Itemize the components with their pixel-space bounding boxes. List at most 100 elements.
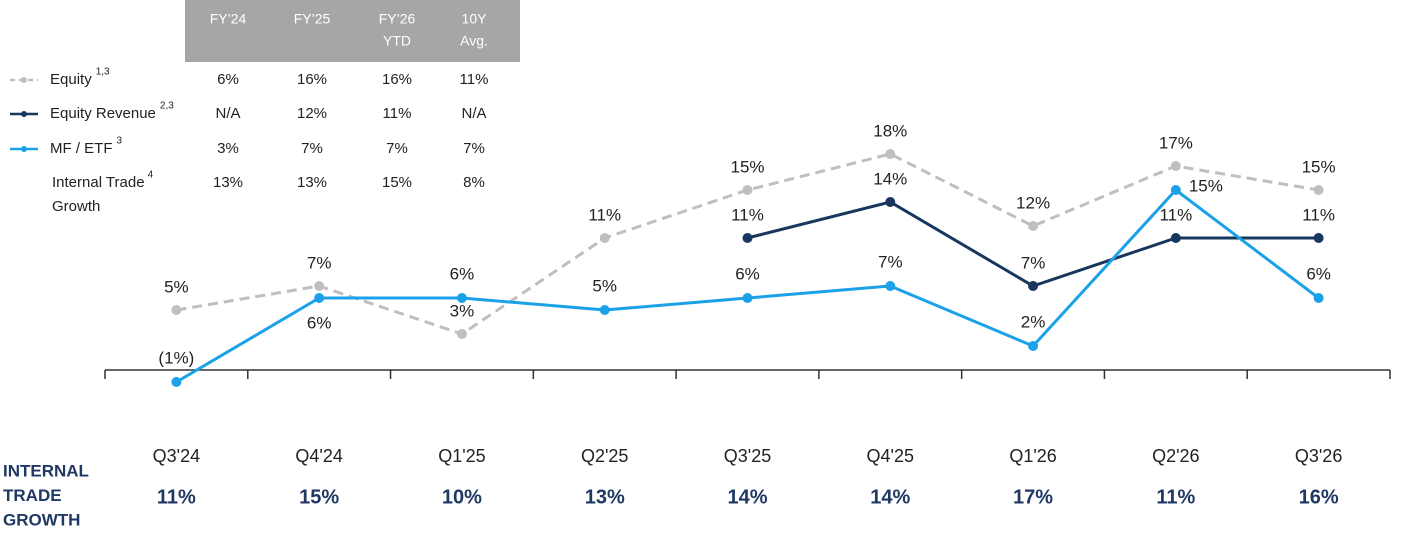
- table-cell: 3%: [217, 140, 239, 157]
- table-cell: 8%: [463, 174, 485, 191]
- legend-note: 1,3: [96, 67, 110, 78]
- table-cell: N/A: [215, 105, 240, 122]
- data-point: [1028, 221, 1039, 231]
- table-cell: 11%: [460, 71, 489, 88]
- legend-label: Equity Revenue: [50, 105, 156, 122]
- legend-dot: [21, 111, 27, 117]
- data-label: 5%: [592, 276, 617, 295]
- data-point: [1028, 281, 1039, 291]
- x-tick-label: Q4'24: [295, 446, 342, 466]
- data-label: 17%: [1159, 133, 1193, 152]
- table-header-text: Avg.: [460, 33, 488, 49]
- data-point: [1028, 341, 1039, 351]
- table-header-text: FY’26: [379, 11, 416, 27]
- internal-trade-value: 17%: [1013, 486, 1053, 508]
- x-tick-label: Q1'26: [1009, 446, 1056, 466]
- data-point: [171, 377, 182, 387]
- data-point: [599, 233, 610, 243]
- x-tick-label: Q2'26: [1152, 446, 1199, 466]
- series-line: [176, 152, 1319, 336]
- internal-trade-title: GROWTH: [3, 510, 80, 529]
- table-cell: N/A: [461, 105, 486, 122]
- data-point: [742, 185, 753, 195]
- internal-trade-title: INTERNAL: [3, 461, 89, 480]
- data-point: [314, 281, 325, 291]
- table-cell: 11%: [383, 105, 412, 122]
- x-tick-label: Q3'26: [1295, 446, 1342, 466]
- data-point: [599, 305, 610, 315]
- table-header-text: FY’24: [210, 11, 247, 27]
- x-tick-label: Q3'24: [153, 446, 200, 466]
- data-label: 15%: [1302, 157, 1336, 176]
- internal-trade-value: 11%: [157, 486, 196, 508]
- table-cell: 16%: [297, 71, 327, 88]
- table-row-note: 4: [148, 170, 154, 181]
- internal-trade-value: 16%: [1299, 486, 1339, 508]
- data-label: 15%: [1189, 176, 1223, 195]
- data-point: [742, 233, 753, 243]
- data-label: (1%): [158, 348, 194, 367]
- data-point: [456, 329, 467, 339]
- data-label: 6%: [735, 264, 760, 283]
- internal-trade-value: 14%: [727, 486, 767, 508]
- legend-label: Equity: [50, 71, 92, 88]
- table-cell: 7%: [386, 140, 408, 157]
- table-cell: 13%: [213, 174, 243, 191]
- table-header-text: YTD: [383, 33, 411, 49]
- data-label: 7%: [1021, 253, 1046, 272]
- data-point: [1313, 293, 1324, 303]
- table-cell: 12%: [297, 105, 327, 122]
- data-label: 11%: [588, 205, 621, 224]
- internal-trade-value: 14%: [870, 486, 910, 508]
- table-cell: 7%: [301, 140, 323, 157]
- data-label: 7%: [307, 253, 332, 272]
- data-point: [171, 305, 182, 315]
- data-point: [456, 293, 467, 303]
- legend-note: 2,3: [160, 101, 174, 112]
- data-label: 12%: [1016, 193, 1050, 212]
- internal-trade-value: 13%: [585, 486, 625, 508]
- data-point: [1313, 233, 1324, 243]
- data-label: 6%: [450, 264, 475, 283]
- data-point: [885, 281, 896, 291]
- x-tick-label: Q2'25: [581, 446, 628, 466]
- internal-trade-value: 10%: [442, 486, 482, 508]
- data-label: 3%: [450, 301, 475, 320]
- table-cell: 16%: [382, 71, 412, 88]
- data-label: 18%: [873, 121, 907, 140]
- legend-label: MF / ETF: [50, 140, 113, 157]
- data-label: 14%: [873, 169, 907, 188]
- table-header-text: FY’25: [294, 11, 331, 27]
- data-point: [1313, 185, 1324, 195]
- data-point: [1170, 185, 1181, 195]
- data-label: 6%: [1306, 264, 1331, 283]
- table-cell: 7%: [463, 140, 485, 157]
- data-point: [742, 293, 753, 303]
- legend-dot: [21, 146, 27, 152]
- table-header: [185, 0, 520, 62]
- x-tick-label: Q3'25: [724, 446, 771, 466]
- legend-dot: [21, 77, 27, 83]
- data-label: 5%: [164, 277, 189, 296]
- data-label: 15%: [730, 157, 764, 176]
- data-label: 7%: [878, 252, 903, 271]
- data-label: 11%: [1302, 205, 1335, 224]
- data-point: [885, 197, 896, 207]
- internal-trade-value: 11%: [1156, 486, 1195, 508]
- table-cell: 6%: [217, 71, 239, 88]
- legend-note: 3: [117, 136, 123, 147]
- data-label: 2%: [1021, 312, 1046, 331]
- data-label: 11%: [1159, 205, 1192, 224]
- data-point: [1170, 233, 1181, 243]
- series-line: [747, 200, 1319, 288]
- table-row-label: Growth: [52, 198, 100, 215]
- internal-trade-value: 15%: [299, 486, 339, 508]
- internal-trade-title: TRADE: [3, 486, 62, 505]
- table-cell: 13%: [297, 174, 327, 191]
- x-tick-label: Q4'25: [867, 446, 914, 466]
- x-tick-label: Q1'25: [438, 446, 485, 466]
- table-row-label: Internal Trade: [52, 174, 145, 191]
- table-header-text: 10Y: [462, 11, 488, 27]
- data-point: [885, 149, 896, 159]
